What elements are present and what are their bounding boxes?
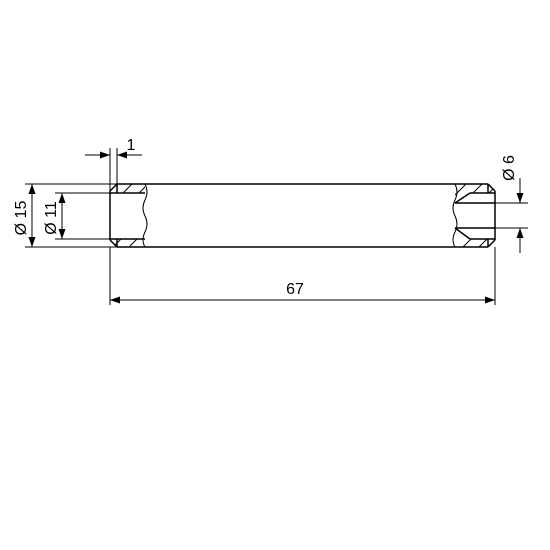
dim-d11: Ø 11 (43, 193, 110, 239)
hatching-left (100, 140, 200, 300)
dim-chamfer-label: 1 (127, 137, 136, 154)
part-outline (110, 184, 495, 247)
dim-d6: Ø 6 (495, 155, 528, 253)
dim-d6-label: Ø 6 (501, 155, 518, 181)
dim-length: 67 (110, 247, 495, 305)
dim-d11-label: Ø 11 (43, 201, 60, 235)
dim-length-label: 67 (286, 281, 304, 298)
technical-drawing: 67 1 Ø 15 Ø 11 Ø 6 (0, 0, 550, 550)
dim-chamfer: 1 (85, 137, 142, 191)
dim-d15-label: Ø 15 (13, 201, 30, 236)
